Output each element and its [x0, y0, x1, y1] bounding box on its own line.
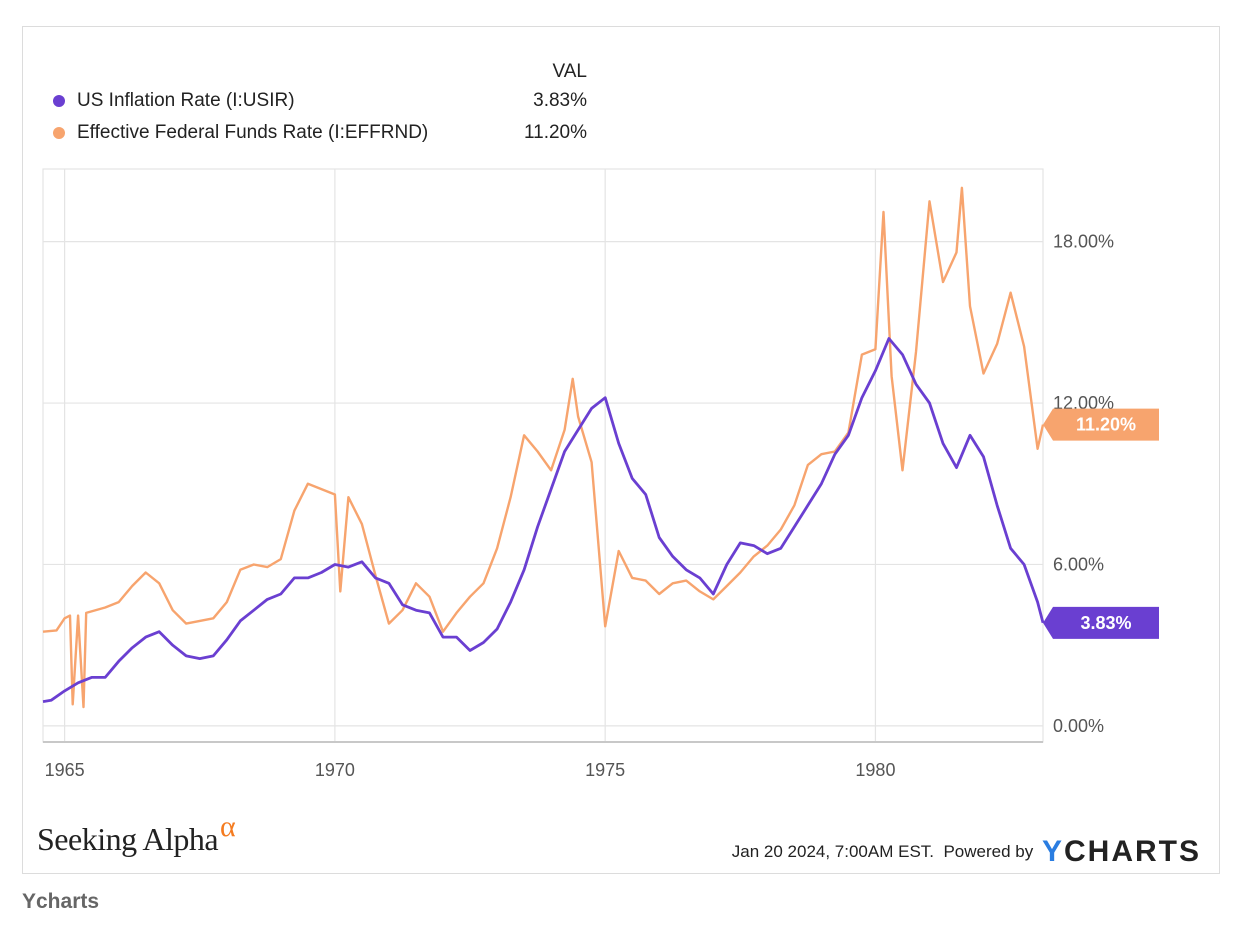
line-chart: 0.00%6.00%12.00%18.00% 1965 1970 1975 1980 …	[42, 168, 1159, 780]
y-tick-label: 18.00%	[1053, 232, 1114, 252]
value-badge-fed-funds-shape	[1043, 408, 1159, 441]
legend-item-inflation[interactable]: US Inflation Rate (I:USIR) 3.83%	[53, 89, 593, 113]
series-line-inflation	[42, 337, 1045, 703]
footer: Jan 20 2024, 7:00AM EST. Powered by YCHA…	[732, 835, 1201, 869]
powered-by-label: Powered by	[943, 842, 1034, 861]
seeking-alpha-logo: Seeking Alphaα	[37, 810, 236, 858]
legend-label-inflation: US Inflation Rate (I:USIR)	[77, 90, 295, 111]
chart-card: VAL US Inflation Rate (I:USIR) 3.83% Eff…	[22, 26, 1220, 874]
value-badge-inflation: 3.83%	[1043, 606, 1159, 639]
y-tick-label: 6.00%	[1053, 554, 1104, 574]
y-tick-label: 0.00%	[1053, 716, 1104, 736]
x-tick-label: 1980	[855, 760, 895, 780]
logo-text: Seeking Alpha	[37, 821, 219, 857]
series-dot-icon	[53, 127, 65, 139]
legend-value-inflation: 3.83%	[533, 90, 587, 111]
legend-value-fed-funds: 11.20%	[523, 122, 587, 143]
ycharts-wordmark: CHARTS	[1064, 835, 1201, 868]
x-axis-ticks: 1965 1970 1975 1980	[45, 760, 896, 780]
x-tick-label: 1975	[585, 760, 625, 780]
legend-item-fed-funds[interactable]: Effective Federal Funds Rate (I:EFFRND) …	[53, 121, 593, 145]
ycharts-logo[interactable]: YCHARTS	[1042, 835, 1201, 868]
series-dot-icon	[53, 95, 65, 107]
timestamp: Jan 20 2024, 7:00AM EST.	[731, 842, 935, 861]
alpha-icon: α	[220, 810, 236, 843]
value-badge-fed-funds-label: 11.20%	[1076, 415, 1136, 435]
value-badge-inflation-label: 3.83%	[1080, 613, 1131, 633]
legend-value-header: VAL	[552, 61, 587, 82]
x-tick-label: 1965	[45, 760, 85, 780]
ycharts-y-mark: Y	[1041, 835, 1064, 868]
image-caption: Ycharts	[22, 890, 100, 913]
x-tick-label: 1970	[315, 760, 355, 780]
grid-lines	[42, 168, 1044, 743]
value-badge-fed-funds: 11.20%	[1043, 408, 1159, 441]
series-line-fed-funds	[42, 186, 1045, 709]
legend-label-fed-funds: Effective Federal Funds Rate (I:EFFRND)	[77, 122, 429, 143]
y-tick-label: 12.00%	[1053, 393, 1114, 413]
y-axis-ticks: 0.00% 6.00% 12.00% 18.00%	[1053, 232, 1114, 736]
value-badge-inflation-shape	[1043, 606, 1159, 639]
